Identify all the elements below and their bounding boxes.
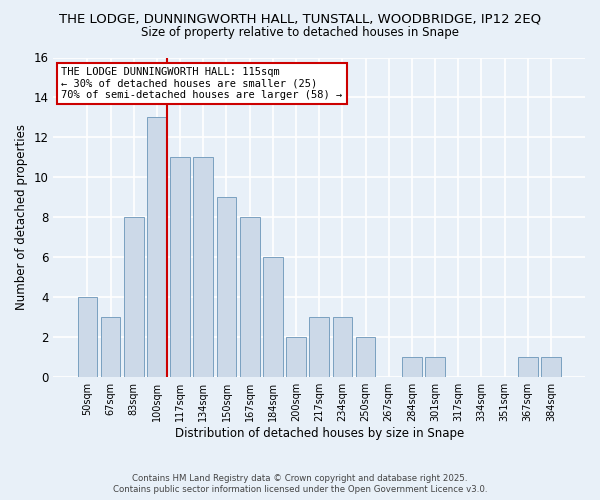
X-axis label: Distribution of detached houses by size in Snape: Distribution of detached houses by size … xyxy=(175,427,464,440)
Bar xyxy=(402,357,422,377)
Bar xyxy=(217,198,236,377)
Text: THE LODGE, DUNNINGWORTH HALL, TUNSTALL, WOODBRIDGE, IP12 2EQ: THE LODGE, DUNNINGWORTH HALL, TUNSTALL, … xyxy=(59,12,541,26)
Bar xyxy=(518,357,538,377)
Text: THE LODGE DUNNINGWORTH HALL: 115sqm
← 30% of detached houses are smaller (25)
70: THE LODGE DUNNINGWORTH HALL: 115sqm ← 30… xyxy=(61,67,343,100)
Y-axis label: Number of detached properties: Number of detached properties xyxy=(15,124,28,310)
Bar xyxy=(101,318,121,377)
Bar xyxy=(170,158,190,377)
Bar xyxy=(332,318,352,377)
Bar xyxy=(124,218,143,377)
Text: Size of property relative to detached houses in Snape: Size of property relative to detached ho… xyxy=(141,26,459,39)
Bar xyxy=(541,357,561,377)
Bar xyxy=(425,357,445,377)
Bar xyxy=(147,118,167,377)
Bar xyxy=(240,218,260,377)
Bar xyxy=(77,298,97,377)
Bar xyxy=(193,158,213,377)
Text: Contains HM Land Registry data © Crown copyright and database right 2025.
Contai: Contains HM Land Registry data © Crown c… xyxy=(113,474,487,494)
Bar xyxy=(286,337,306,377)
Bar xyxy=(263,258,283,377)
Bar xyxy=(310,318,329,377)
Bar xyxy=(356,337,376,377)
